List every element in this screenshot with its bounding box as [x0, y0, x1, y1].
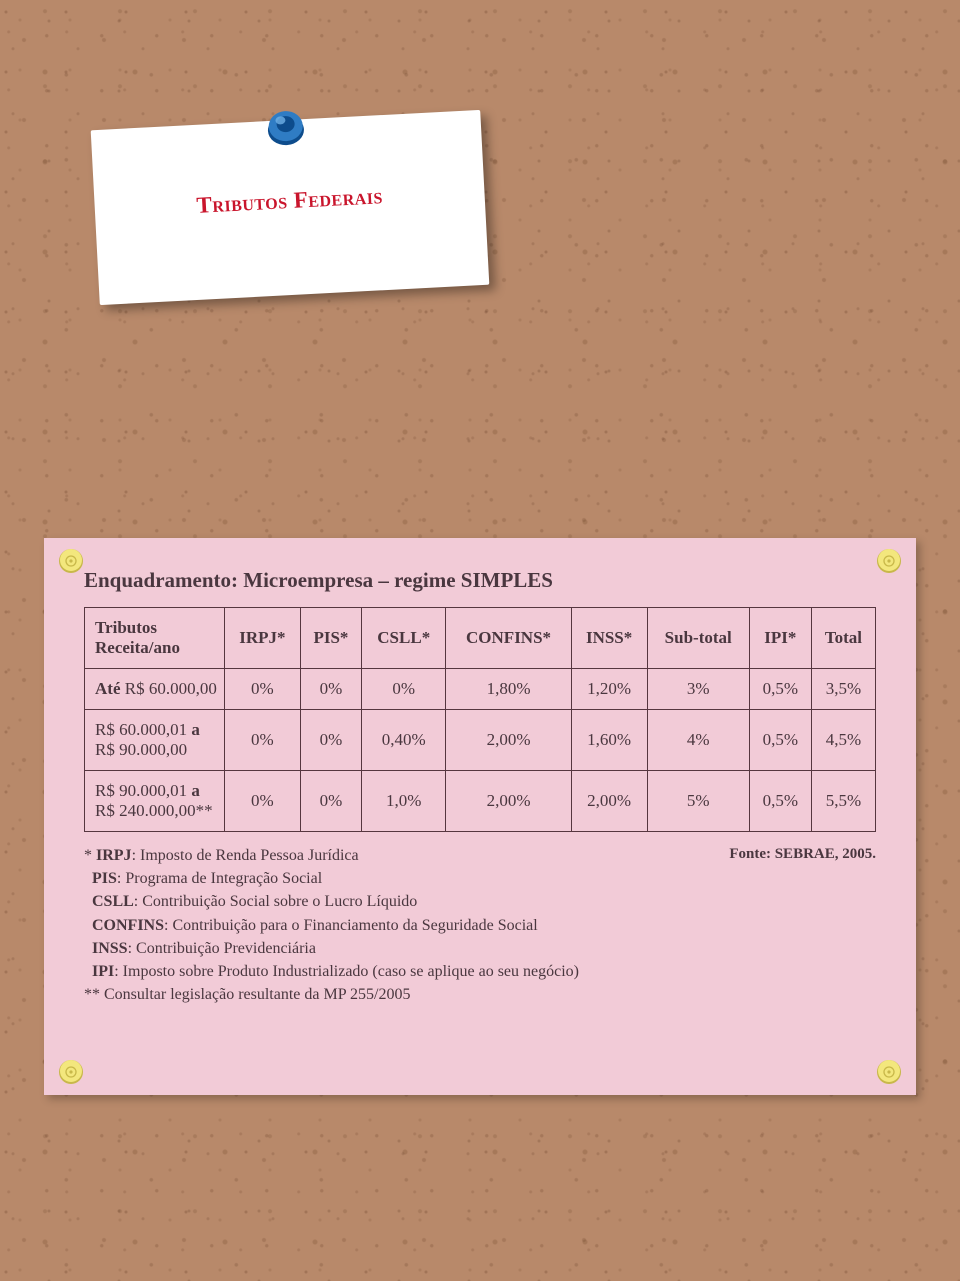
cell: 2,00%: [446, 771, 571, 832]
col-header: IPI*: [749, 608, 811, 669]
col-header: Tributos Receita/ano: [85, 608, 225, 669]
footnote-label: IPI: [92, 963, 114, 980]
cell: 0,40%: [362, 710, 446, 771]
table-header-row: Tributos Receita/ano IRPJ* PIS* CSLL* CO…: [85, 608, 876, 669]
cell: 1,60%: [571, 710, 647, 771]
cell: 1,80%: [446, 669, 571, 710]
col-header: IRPJ*: [225, 608, 301, 669]
cell: 2,00%: [446, 710, 571, 771]
col-header: Sub-total: [647, 608, 749, 669]
footnote-line: ** Consultar legislação resultante da MP…: [84, 983, 876, 1006]
cell: 1,0%: [362, 771, 446, 832]
table-row: R$ 60.000,01 a R$ 90.000,00 0% 0% 0,40% …: [85, 710, 876, 771]
row-label-text: R$ 90.000,01: [95, 781, 191, 800]
col-header: PIS*: [300, 608, 361, 669]
title-card: Tributos Federais: [91, 110, 490, 305]
footnote-text: : Contribuição para o Financiamento da S…: [164, 917, 538, 934]
corner-pin-icon: [876, 1059, 902, 1085]
main-card: Enquadramento: Microempresa – regime SIM…: [44, 538, 916, 1095]
footnote-text: : Contribuição Previdenciária: [128, 940, 316, 957]
footnote-label: CONFINS: [92, 917, 164, 934]
footnote-label: INSS: [92, 940, 128, 957]
col-header: CSLL*: [362, 608, 446, 669]
footnote-line: CONFINS: Contribuição para o Financiamen…: [92, 914, 876, 937]
footnote-label: IRPJ: [96, 847, 132, 864]
cell: 0%: [300, 710, 361, 771]
footnote-marker: **: [84, 986, 100, 1003]
cell: 5,5%: [811, 771, 875, 832]
cell: 5%: [647, 771, 749, 832]
row-label-bold: Até: [95, 679, 120, 698]
row-label-bold: a: [191, 781, 200, 800]
col-header-label: Tributos Receita/ano: [95, 618, 180, 657]
corner-pin-icon: [58, 1059, 84, 1085]
row-label-text: R$ 60.000,01: [95, 720, 191, 739]
footnote-text: : Programa de Integração Social: [117, 870, 322, 887]
title-text: Tributos Federais: [94, 178, 485, 224]
cell: 0%: [300, 771, 361, 832]
col-header: INSS*: [571, 608, 647, 669]
cell: 3%: [647, 669, 749, 710]
col-header: CONFINS*: [446, 608, 571, 669]
footnote-text: Consultar legislação resultante da MP 25…: [100, 986, 410, 1003]
cell: 0,5%: [749, 771, 811, 832]
cell: 0,5%: [749, 669, 811, 710]
footnote-line: INSS: Contribuição Previdenciária: [92, 937, 876, 960]
main-heading: Enquadramento: Microempresa – regime SIM…: [84, 568, 876, 593]
footnote-line: IPI: Imposto sobre Produto Industrializa…: [92, 960, 876, 983]
footnote-line: PIS: Programa de Integração Social: [92, 867, 876, 890]
corner-pin-icon: [58, 548, 84, 574]
tax-table: Tributos Receita/ano IRPJ* PIS* CSLL* CO…: [84, 607, 876, 832]
cell: 2,00%: [571, 771, 647, 832]
cell: 0%: [300, 669, 361, 710]
table-row: R$ 90.000,01 a R$ 240.000,00** 0% 0% 1,0…: [85, 771, 876, 832]
row-label: Até R$ 60.000,00: [85, 669, 225, 710]
footnotes: Fonte: SEBRAE, 2005. * IRPJ: Imposto de …: [84, 844, 876, 1006]
pushpin-blue-icon: [260, 101, 313, 159]
footnote-text: : Contribuição Social sobre o Lucro Líqu…: [134, 893, 418, 910]
footnote-marker: *: [84, 847, 92, 864]
row-label-text: R$ 90.000,00: [95, 740, 187, 759]
footnote-label: PIS: [92, 870, 117, 887]
table-row: Até R$ 60.000,00 0% 0% 0% 1,80% 1,20% 3%…: [85, 669, 876, 710]
row-label-text: R$ 240.000,00**: [95, 801, 213, 820]
footnote-line: CSLL: Contribuição Social sobre o Lucro …: [92, 890, 876, 913]
cell: 0%: [225, 771, 301, 832]
col-header: Total: [811, 608, 875, 669]
footnote-text: : Imposto de Renda Pessoa Jurídica: [132, 847, 359, 864]
cell: 4,5%: [811, 710, 875, 771]
cell: 1,20%: [571, 669, 647, 710]
cell: 0%: [225, 710, 301, 771]
source-text: Fonte: SEBRAE, 2005.: [729, 844, 876, 866]
cell: 0%: [225, 669, 301, 710]
row-label-bold: a: [191, 720, 200, 739]
row-label: R$ 90.000,01 a R$ 240.000,00**: [85, 771, 225, 832]
row-label-text: R$ 60.000,00: [120, 679, 216, 698]
cell: 4%: [647, 710, 749, 771]
cell: 3,5%: [811, 669, 875, 710]
cell: 0%: [362, 669, 446, 710]
footnote-label: CSLL: [92, 893, 134, 910]
row-label: R$ 60.000,01 a R$ 90.000,00: [85, 710, 225, 771]
cell: 0,5%: [749, 710, 811, 771]
corner-pin-icon: [876, 548, 902, 574]
footnote-text: : Imposto sobre Produto Industrializado …: [114, 963, 579, 980]
